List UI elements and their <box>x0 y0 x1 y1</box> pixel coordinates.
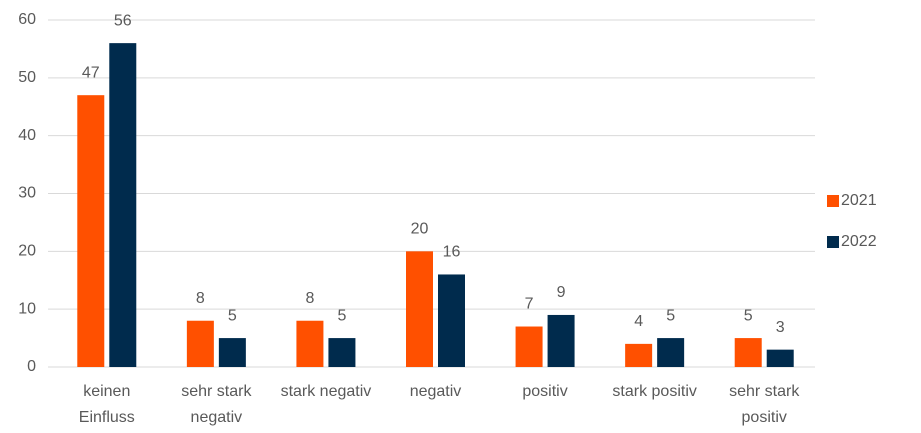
x-tick-label: positiv <box>522 383 568 400</box>
x-tick-label: stark negativ <box>280 383 372 400</box>
legend-label: 2021 <box>841 192 877 209</box>
data-label: 4 <box>634 313 643 330</box>
data-label: 7 <box>525 296 534 313</box>
y-tick-label: 50 <box>18 69 36 86</box>
data-label: 20 <box>411 221 429 238</box>
legend-label: 2022 <box>841 233 877 250</box>
bar <box>547 314 575 367</box>
data-label: 47 <box>82 64 100 81</box>
data-label: 5 <box>228 307 237 324</box>
y-tick-label: 40 <box>18 127 36 144</box>
legend-swatch <box>827 195 839 207</box>
bar <box>406 251 433 367</box>
bar <box>625 343 653 367</box>
data-label: 16 <box>443 244 461 261</box>
x-tick-label: stark positiv <box>612 383 697 400</box>
bar <box>515 326 543 367</box>
y-tick-label: 0 <box>27 358 36 375</box>
y-tick-label: 30 <box>18 185 36 202</box>
bar <box>77 95 105 367</box>
bar <box>109 43 137 368</box>
bar <box>328 338 356 367</box>
bar <box>657 338 685 367</box>
bar <box>438 274 465 367</box>
x-tick-label: negativ <box>409 383 462 400</box>
data-label: 9 <box>557 284 566 301</box>
bar <box>296 320 324 367</box>
bar <box>734 338 762 367</box>
data-label: 8 <box>196 290 205 307</box>
y-tick-label: 20 <box>18 243 36 260</box>
bar <box>766 349 794 367</box>
legend-swatch <box>827 236 839 248</box>
data-label: 8 <box>305 290 314 307</box>
bar <box>186 320 214 367</box>
x-tick-label: keinen Einfluss <box>78 383 135 426</box>
data-label: 5 <box>337 307 346 324</box>
x-tick-label: sehr stark negativ <box>181 383 252 426</box>
data-label: 5 <box>666 307 675 324</box>
data-label: 5 <box>744 307 753 324</box>
x-tick-label: sehr stark positiv <box>729 383 800 426</box>
data-label: 56 <box>114 12 132 29</box>
bar <box>218 338 246 367</box>
data-label: 3 <box>776 319 785 336</box>
y-tick-label: 10 <box>18 300 36 317</box>
y-tick-label: 60 <box>18 11 36 28</box>
